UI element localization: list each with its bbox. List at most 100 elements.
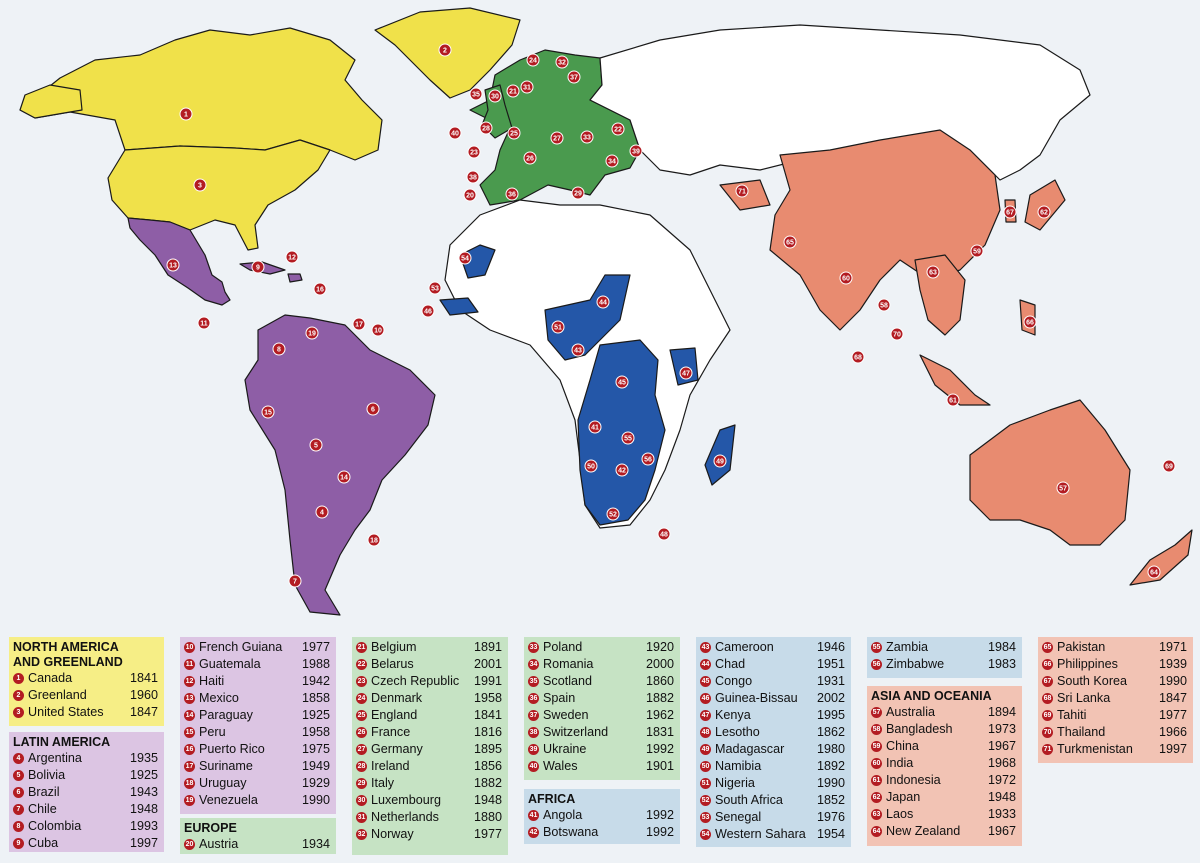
marker-5: 5: [309, 438, 323, 452]
legend-year: 2001: [473, 657, 502, 671]
legend-number: 45: [700, 676, 711, 687]
legend-country: Ireland: [371, 759, 410, 773]
svg-text:38: 38: [469, 175, 477, 182]
legend-number: 69: [1042, 710, 1053, 721]
legend-country: Cameroon: [715, 640, 774, 654]
svg-text:68: 68: [854, 355, 862, 362]
legend-number: 4: [13, 753, 24, 764]
legend-item: 53 Senegal 1976: [696, 809, 851, 826]
legend-year: 1948: [473, 793, 502, 807]
legend-country: Philippines: [1057, 657, 1118, 671]
legend-country: Thailand: [1057, 725, 1106, 739]
legend-item: 32 Norway 1977: [352, 826, 508, 843]
svg-text:7: 7: [293, 579, 297, 586]
legend-country: Greenland: [28, 688, 87, 702]
legend-africa-continued: 43 Cameroon 1946 44 Chad 1951 45 Congo 1931 46…: [696, 637, 851, 847]
legend-year: 1895: [473, 742, 502, 756]
legend-country: China: [886, 739, 919, 753]
svg-text:32: 32: [558, 60, 566, 67]
legend-number: 61: [871, 775, 882, 786]
svg-text:48: 48: [660, 532, 668, 539]
legend-year: 1841: [129, 671, 158, 685]
svg-text:30: 30: [491, 94, 499, 101]
marker-6: 6: [366, 402, 380, 416]
svg-text:65: 65: [786, 240, 794, 247]
legend-title-asia-oceania: ASIA AND OCEANIA: [871, 689, 992, 703]
marker-71: 71: [735, 184, 749, 198]
legend-item: 45 Congo 1931: [696, 673, 851, 690]
legend-item: 3 United States 1847: [9, 704, 164, 721]
legend-country: South Korea: [1057, 674, 1128, 688]
legend-country: Haiti: [199, 674, 225, 688]
marker-3: 3: [193, 178, 207, 192]
region-indonesia: [919, 354, 991, 406]
svg-text:55: 55: [624, 436, 632, 443]
legend-latin-america-continued: 10 French Guiana 1977 11 Guatemala 1988 12 Ha…: [180, 637, 336, 814]
legend-number: 24: [356, 693, 367, 704]
legend-year: 1852: [816, 793, 845, 807]
legend-country: Bolivia: [28, 768, 66, 782]
legend-number: 38: [528, 727, 539, 738]
legend-number: 28: [356, 761, 367, 772]
legend-item: 38 Switzerland 1831: [524, 724, 680, 741]
legend-country: India: [886, 756, 914, 770]
legend-item: 8 Colombia 1993: [9, 818, 164, 835]
legend-item: 40 Wales 1901: [524, 758, 680, 775]
marker-50: 50: [584, 459, 598, 473]
marker-34: 34: [605, 154, 619, 168]
legend-year: 1880: [473, 810, 502, 824]
legend-country: Angola: [543, 808, 583, 822]
legend-country: England: [371, 708, 418, 722]
legend-item: 21 Belgium 1891: [352, 639, 508, 656]
legend-country: Argentina: [28, 751, 82, 765]
legend-number: 54: [700, 829, 711, 840]
legend-year: 1929: [301, 776, 330, 790]
legend-year: 1882: [473, 776, 502, 790]
legend-item: 37 Sweden 1962: [524, 707, 680, 724]
region-haiti: [287, 273, 303, 283]
marker-48: 48: [657, 527, 671, 541]
marker-10: 10: [371, 323, 385, 337]
svg-text:49: 49: [716, 459, 724, 466]
svg-text:71: 71: [738, 189, 746, 196]
svg-text:60: 60: [842, 276, 850, 283]
legend-item: 33 Poland 1920: [524, 639, 680, 656]
legend-item: 26 France 1816: [352, 724, 508, 741]
legend-number: 63: [871, 809, 882, 820]
marker-44: 44: [596, 295, 610, 309]
legend-title-north-america-1: NORTH AMERICA: [13, 640, 119, 654]
marker-46: 46: [421, 304, 435, 318]
legend-country: Congo: [715, 674, 753, 688]
legend-year: 1991: [473, 674, 502, 688]
svg-text:21: 21: [509, 89, 517, 96]
region-africa-chad-nigeria: [544, 274, 631, 361]
legend-year: 1892: [816, 759, 845, 773]
marker-2: 2: [438, 43, 452, 57]
legend-year: 1992: [645, 825, 674, 839]
legend-year: 1992: [645, 808, 674, 822]
world-map: 1 2 3 4 5 6 7 8 9 10 11 12 13 14 15 16 1…: [19, 7, 1193, 616]
svg-text:58: 58: [880, 303, 888, 310]
legend-year: 1831: [645, 725, 674, 739]
svg-text:25: 25: [510, 131, 518, 138]
marker-13: 13: [166, 258, 180, 272]
legend-number: 10: [184, 642, 195, 653]
legend-number: 42: [528, 827, 539, 838]
legend-item: 18 Uruguay 1929: [180, 775, 336, 792]
legend-year: 1946: [816, 640, 845, 654]
svg-text:57: 57: [1059, 486, 1067, 493]
marker-57: 57: [1056, 481, 1070, 495]
marker-14: 14: [337, 470, 351, 484]
legend-item: 15 Peru 1958: [180, 724, 336, 741]
marker-21: 21: [506, 84, 520, 98]
legend-country: Belgium: [371, 640, 417, 654]
legend-item: 19 Venezuela 1990: [180, 792, 336, 809]
marker-53: 53: [428, 281, 442, 295]
legend-country: Pakistan: [1057, 640, 1106, 654]
legend-country: Paraguay: [199, 708, 253, 722]
legend-north-america: NORTH AMERICA AND GREENLAND 1 Canada 1841 …: [9, 637, 164, 726]
legend-number: 33: [528, 642, 539, 653]
svg-text:44: 44: [599, 300, 607, 307]
legend-title-africa: AFRICA: [528, 792, 576, 806]
legend-country: New Zealand: [886, 824, 961, 838]
